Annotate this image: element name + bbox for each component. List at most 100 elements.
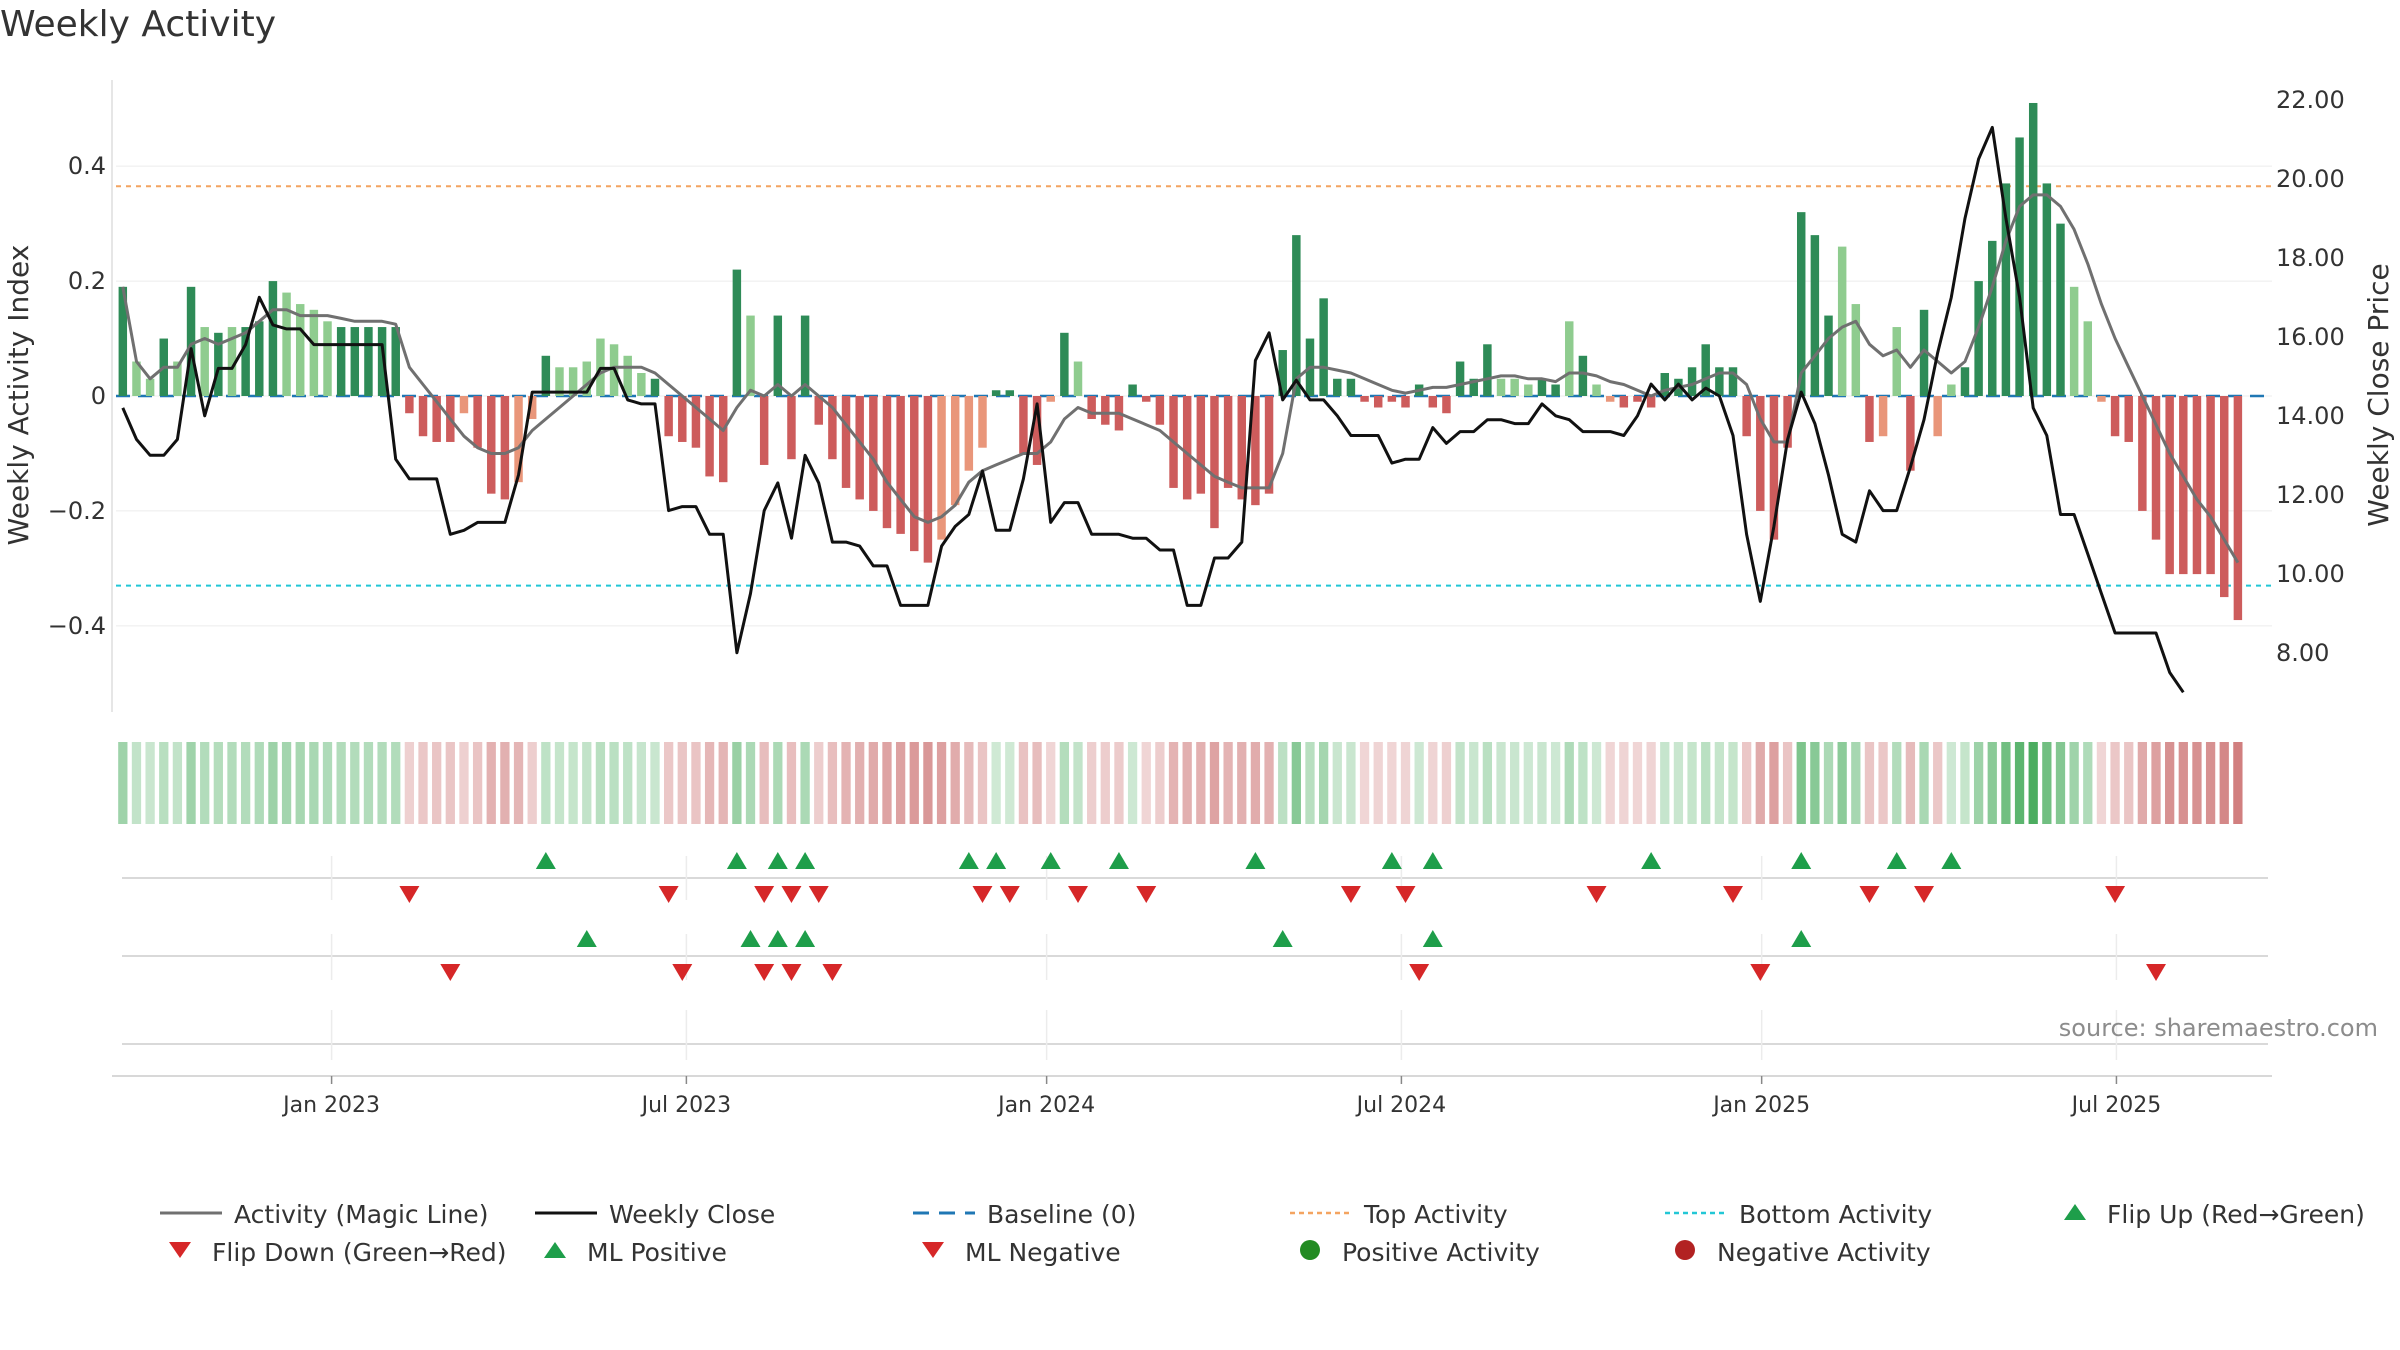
activity-bar	[118, 286, 128, 396]
activity-bar	[323, 321, 332, 396]
activity-bar	[473, 396, 482, 448]
legend-item: Baseline (0)	[913, 1200, 1136, 1229]
y2-tick-label: 22.00	[2276, 86, 2345, 114]
heat-cell	[1701, 742, 1711, 824]
activity-bar	[746, 315, 755, 396]
axes: Weekly Activity Index Weekly Close Price…	[2, 86, 2395, 667]
heat-cell	[1782, 742, 1793, 824]
activity-bar	[1483, 344, 1492, 396]
heat-cell	[309, 742, 319, 824]
activity-bar	[869, 396, 878, 511]
y-tick-label: 0.4	[68, 152, 106, 180]
y2-tick-label: 18.00	[2276, 244, 2345, 272]
x-tick-label: Jan 2025	[1711, 1093, 1810, 1118]
heat-cell	[1373, 742, 1383, 824]
y-tick-label: −0.4	[48, 612, 106, 640]
legend-item: Weekly Close	[535, 1200, 775, 1229]
heat-cell	[1346, 742, 1356, 824]
activity-bar	[1892, 327, 1901, 396]
legend-item: ML Positive	[535, 1238, 727, 1267]
legend-label: Flip Down (Green→Red)	[212, 1238, 507, 1267]
heat-cell	[732, 742, 742, 824]
activity-bar	[705, 396, 714, 477]
heat-cell	[240, 742, 251, 824]
heat-cell	[2124, 742, 2134, 824]
ml-negative-marker	[781, 964, 802, 981]
heat-cell	[1892, 742, 1902, 824]
triangle-down-red-icon	[913, 1238, 965, 1267]
heat-cell	[1469, 742, 1479, 824]
heat-cell	[2042, 742, 2052, 824]
heat-cell	[486, 742, 496, 824]
flip-up-marker	[767, 852, 788, 869]
line-black-icon	[535, 1200, 609, 1229]
activity-heat-strip	[118, 742, 2243, 824]
activity-bar	[991, 390, 1001, 396]
activity-bar	[1005, 390, 1015, 396]
activity-bar	[1196, 396, 1206, 494]
heat-cell	[636, 742, 646, 824]
heat-cell	[159, 742, 169, 824]
activity-bar	[650, 378, 660, 396]
ml-negative-marker	[1750, 964, 1771, 981]
ml-negative-marker	[754, 964, 775, 981]
heat-cell	[1209, 742, 1220, 824]
activity-bar	[1551, 384, 1560, 396]
heat-cell	[118, 742, 128, 824]
heat-cell	[1960, 742, 1970, 824]
activity-bar	[1346, 378, 1356, 396]
activity-bar	[1783, 396, 1792, 448]
heat-cell	[964, 742, 974, 824]
legend-item: Flip Up (Red→Green)	[2055, 1200, 2365, 1229]
activity-bar	[1251, 396, 1260, 506]
heat-cell	[1127, 742, 1138, 824]
triangle-up-green-icon	[2055, 1200, 2107, 1229]
heat-cell	[759, 742, 769, 824]
activity-bar	[1510, 378, 1519, 396]
activity-bar	[377, 327, 387, 396]
heat-cell	[855, 742, 865, 824]
activity-bar	[1947, 384, 1956, 396]
heat-cell	[1455, 742, 1465, 824]
heat-cell	[677, 742, 687, 824]
legend-label: Top Activity	[1364, 1200, 1508, 1229]
heat-cell	[432, 742, 442, 824]
activity-bar	[514, 396, 523, 483]
heat-cell	[1359, 742, 1370, 824]
activity-bar	[282, 292, 291, 396]
activity-bar	[1756, 396, 1765, 511]
legend-label: Activity (Magic Line)	[234, 1200, 489, 1229]
heat-cell	[2151, 742, 2161, 824]
activity-bar	[1155, 396, 1165, 425]
heat-cell	[909, 742, 919, 824]
activity-bar	[145, 378, 155, 396]
heat-cell	[350, 742, 360, 824]
heat-cell	[1046, 742, 1056, 824]
heat-cell	[1591, 742, 1602, 824]
y-tick-label: 0	[91, 382, 106, 410]
activity-bar	[1974, 281, 1983, 396]
activity-bar	[2042, 183, 2052, 396]
flip-down-marker	[1586, 886, 1607, 903]
activity-bar	[2206, 396, 2215, 575]
activity-bar	[241, 327, 250, 396]
activity-bar	[855, 396, 864, 500]
activity-bar	[950, 396, 960, 506]
activity-bar	[364, 327, 373, 396]
activity-bar	[1223, 396, 1233, 488]
activity-bar	[678, 396, 687, 442]
heat-cell	[595, 742, 606, 824]
heat-cell	[391, 742, 401, 824]
flip-down-marker	[999, 886, 1020, 903]
activity-bar	[637, 373, 646, 396]
activity-bar	[1373, 396, 1383, 408]
activity-bar	[1646, 396, 1656, 408]
activity-bar	[186, 286, 196, 396]
heat-cell	[1291, 742, 1301, 824]
activity-bar	[1715, 367, 1724, 396]
activity-bar	[555, 367, 564, 396]
legend-label: Negative Activity	[1717, 1238, 1931, 1267]
heat-cell	[1114, 742, 1124, 824]
heat-cell	[841, 742, 851, 824]
heat-cell	[1933, 742, 1943, 824]
